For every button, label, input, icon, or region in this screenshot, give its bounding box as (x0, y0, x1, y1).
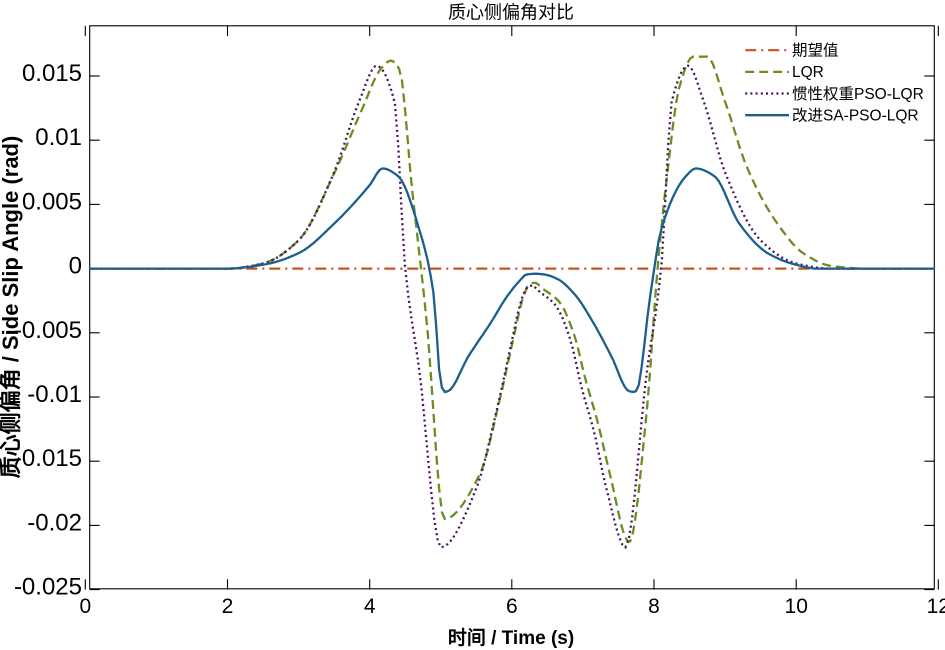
svg-text:0: 0 (79, 595, 91, 618)
svg-text:12: 12 (927, 595, 945, 618)
svg-text:-0.025: -0.025 (14, 574, 82, 601)
svg-text:-0.02: -0.02 (27, 509, 82, 536)
svg-text:质心侧偏角对比: 质心侧偏角对比 (448, 3, 574, 23)
svg-text:质心侧偏角 / Side Slip Angle (rad): 质心侧偏角 / Side Slip Angle (rad) (0, 136, 23, 479)
svg-text:-0.015: -0.015 (14, 445, 82, 472)
svg-text:0.01: 0.01 (35, 124, 82, 151)
svg-text:8: 8 (648, 595, 660, 618)
svg-text:改进SA-PSO-LQR: 改进SA-PSO-LQR (792, 107, 919, 125)
svg-text:0.015: 0.015 (22, 60, 82, 87)
svg-text:0.005: 0.005 (22, 188, 82, 215)
svg-text:10: 10 (785, 595, 808, 618)
svg-text:期望值: 期望值 (792, 42, 839, 60)
svg-text:-0.01: -0.01 (27, 381, 82, 408)
svg-text:2: 2 (222, 595, 234, 618)
svg-text:4: 4 (364, 595, 376, 618)
svg-text:LQR: LQR (792, 64, 824, 81)
svg-text:-0.005: -0.005 (14, 317, 82, 344)
svg-text:0: 0 (69, 253, 82, 280)
svg-text:6: 6 (506, 595, 518, 618)
svg-text:时间 / Time (s): 时间 / Time (s) (448, 627, 574, 649)
svg-text:惯性权重PSO-LQR: 惯性权重PSO-LQR (792, 85, 924, 103)
